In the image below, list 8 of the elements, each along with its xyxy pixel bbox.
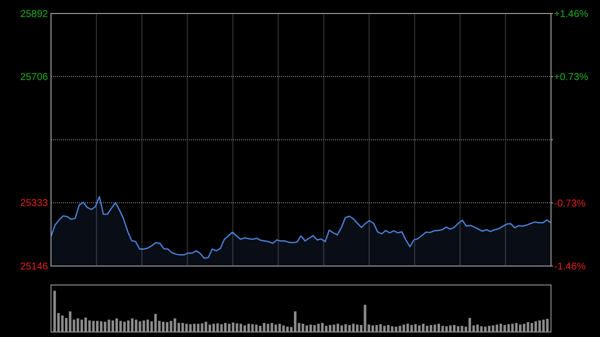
y2-tick-label: -1.46%: [554, 262, 586, 272]
y-tick-label: 25146: [20, 262, 48, 272]
y2-tick-label: -0.73%: [554, 198, 586, 210]
y2-tick-label: +0.73%: [554, 72, 588, 84]
y-tick-label: 25333: [20, 198, 48, 210]
y-tick-label: 25706: [20, 72, 48, 83]
y2-tick-label: +1.46%: [554, 9, 588, 20]
y-tick-label: 25892: [20, 9, 48, 20]
